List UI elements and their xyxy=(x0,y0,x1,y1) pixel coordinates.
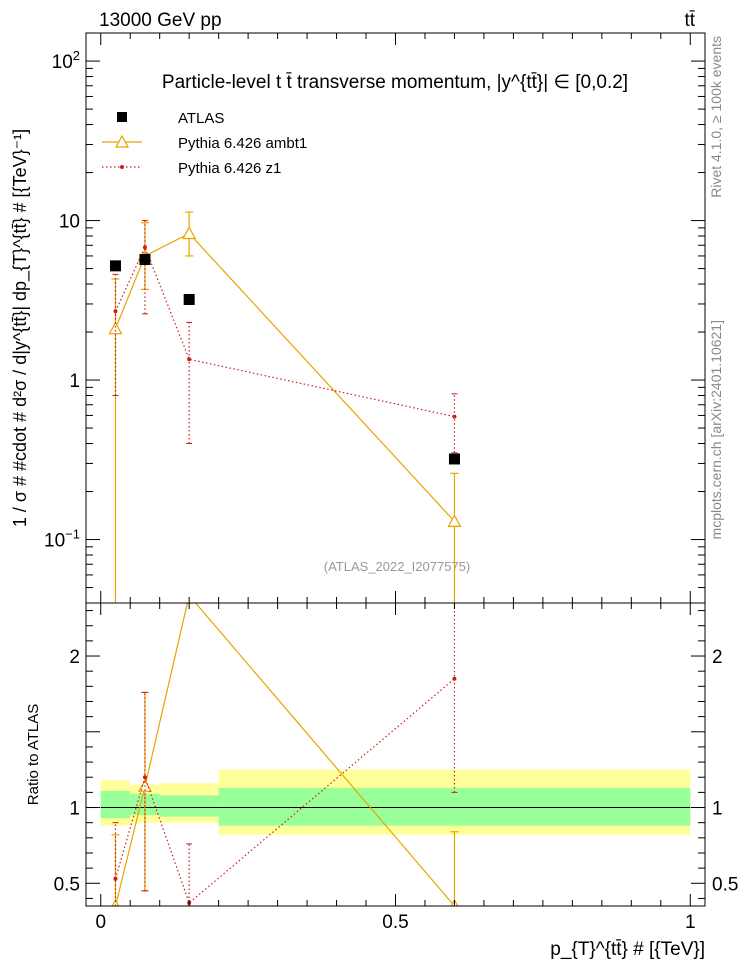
ratio-panel: Ratio to ATLAS p_{T}^{tt̄} # [{TeV}] 0.5 0.… xyxy=(25,602,738,960)
atlas-point xyxy=(109,260,121,272)
legend-z1-marker xyxy=(120,165,124,169)
ratio-y-tick-label-left: 0.5 xyxy=(54,874,80,895)
ratio-y-tick-label-left: 2 xyxy=(69,647,80,668)
y-tick-label: 102 xyxy=(52,48,80,73)
z1-point xyxy=(142,245,147,250)
y-axis-label: 1 / σ # #cdot # d²σ / d|y^{tt̄}| dp_{T}^… xyxy=(10,129,31,527)
ratio-y-tick-label-right: 2 xyxy=(712,647,723,668)
y-tick-label: 1 xyxy=(69,371,80,392)
ambt1-point xyxy=(447,514,462,527)
z1-point xyxy=(187,357,192,362)
ambt1-line xyxy=(114,232,455,522)
ratio-z1-line xyxy=(114,678,455,904)
legend-atlas-marker xyxy=(117,112,127,122)
ratio-band-inner xyxy=(100,790,131,819)
legend-z1-label: Pythia 6.426 z1 xyxy=(178,160,281,177)
ratio-y-tick-label-right: 0.5 xyxy=(712,874,738,895)
ambt1-point xyxy=(108,321,123,335)
chart-title: Particle-level t t̄ transverse momentum,… xyxy=(162,72,628,93)
watermark: (ATLAS_2022_I2077575) xyxy=(324,559,470,574)
z1-line xyxy=(114,245,455,418)
ratio-frame xyxy=(85,602,706,907)
atlas-point xyxy=(183,293,195,305)
x-tick-label: 1 xyxy=(685,912,696,933)
header-left: 13000 GeV pp xyxy=(99,10,222,31)
x-tick-label: 0 xyxy=(95,912,106,933)
rivet-label: Rivet 4.1.0, ≥ 100k events xyxy=(708,36,724,198)
atlas-point xyxy=(139,254,151,266)
z1-point xyxy=(452,414,457,419)
legend-atlas-label: ATLAS xyxy=(178,110,224,127)
ratio-band-inner xyxy=(159,795,219,817)
mcplots-label: mcplots.cern.ch [arXiv:2401.10621] xyxy=(708,320,724,539)
ratio-z1-point xyxy=(142,775,147,780)
atlas-point xyxy=(448,453,460,465)
ratio-band-inner xyxy=(218,787,691,826)
ratio-z1-point xyxy=(113,876,118,881)
ratio-y-tick-label-right: 1 xyxy=(712,799,723,820)
x-tick-label: 0.5 xyxy=(382,912,408,933)
ratio-z1-point xyxy=(452,676,457,681)
ratio-y-axis-label: Ratio to ATLAS xyxy=(25,704,42,805)
ratio-y-tick-label-left: 1 xyxy=(69,799,80,820)
ratio-plot-area xyxy=(100,603,691,906)
legend-ambt1-label: Pythia 6.426 ambt1 xyxy=(178,135,307,152)
x-axis-label: p_{T}^{tt̄} # [{TeV}] xyxy=(550,939,705,960)
y-tick-label: 10 xyxy=(59,212,80,233)
main-panel: Particle-level t t̄ transverse momentum,… xyxy=(10,32,706,604)
header-right: tt̄ xyxy=(684,10,695,31)
ratio-ambt1-line xyxy=(114,603,455,906)
ambt1-point xyxy=(182,226,197,240)
z1-point xyxy=(113,309,118,314)
y-tick-label: 10−1 xyxy=(44,527,80,552)
legend-ambt1-marker xyxy=(114,134,130,148)
